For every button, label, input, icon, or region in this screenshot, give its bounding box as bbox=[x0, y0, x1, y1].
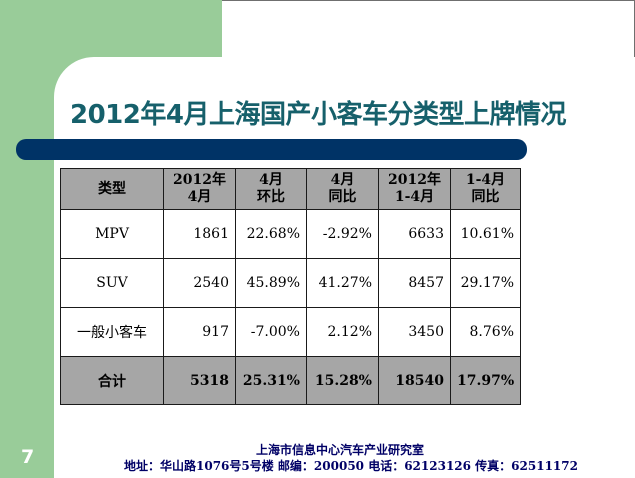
cell-yoy: 41.27% bbox=[306, 258, 379, 308]
table-header-row: 类型 2012年 4月 4月 环比 4月 同比 2012年 1-4月 1-4月 同比 bbox=[60, 168, 521, 210]
cell-mom: 22.68% bbox=[235, 209, 307, 259]
cell-type: MPV bbox=[60, 209, 164, 259]
header-april-yoy: 4月 同比 bbox=[306, 168, 379, 210]
table-row: SUV 2540 45.89% 41.27% 8457 29.17% bbox=[60, 258, 521, 308]
title-underline-bar bbox=[16, 139, 527, 160]
registration-table: 类型 2012年 4月 4月 环比 4月 同比 2012年 1-4月 1-4月 同比 MP… bbox=[60, 168, 521, 405]
table-row: MPV 1861 22.68% -2.92% 6633 10.61% bbox=[60, 209, 521, 259]
slide-title: 2012年4月上海国产小客车分类型上牌情况 bbox=[70, 100, 566, 130]
cell-total-ytd-yoy: 17.97% bbox=[450, 356, 521, 405]
cell-ytd: 8457 bbox=[378, 258, 451, 308]
footer-address: 地址：华山路1076号5号楼 邮编：200050 电话：62123126 传真：… bbox=[124, 459, 578, 473]
cell-total-mom: 25.31% bbox=[235, 356, 307, 405]
cell-april: 1861 bbox=[163, 209, 236, 259]
cell-yoy: 2.12% bbox=[306, 307, 379, 357]
cell-mom: 45.89% bbox=[235, 258, 307, 308]
cell-ytd-yoy: 10.61% bbox=[450, 209, 521, 259]
cell-april: 2540 bbox=[163, 258, 236, 308]
cell-type: 一般小客车 bbox=[60, 307, 164, 357]
table-total-row: 合计 5318 25.31% 15.28% 18540 17.97% bbox=[60, 356, 521, 405]
cell-ytd-yoy: 29.17% bbox=[450, 258, 521, 308]
cell-total-ytd: 18540 bbox=[378, 356, 451, 405]
footer-organization: 上海市信息中心汽车产业研究室 bbox=[256, 443, 425, 457]
cell-yoy: -2.92% bbox=[306, 209, 379, 259]
cell-ytd: 3450 bbox=[378, 307, 451, 357]
header-april-2012: 2012年 4月 bbox=[163, 168, 236, 210]
page-number: 7 bbox=[21, 446, 35, 468]
table-row: 一般小客车 917 -7.00% 2.12% 3450 8.76% bbox=[60, 307, 521, 357]
cell-ytd: 6633 bbox=[378, 209, 451, 259]
cell-type: SUV bbox=[60, 258, 164, 308]
header-jan-apr-yoy: 1-4月 同比 bbox=[450, 168, 521, 210]
cell-total-april: 5318 bbox=[163, 356, 236, 405]
cell-april: 917 bbox=[163, 307, 236, 357]
cell-total-label: 合计 bbox=[60, 356, 164, 405]
cell-mom: -7.00% bbox=[235, 307, 307, 357]
header-type: 类型 bbox=[60, 168, 164, 210]
cell-total-yoy: 15.28% bbox=[306, 356, 379, 405]
cell-ytd-yoy: 8.76% bbox=[450, 307, 521, 357]
header-jan-apr-2012: 2012年 1-4月 bbox=[378, 168, 451, 210]
header-april-mom: 4月 环比 bbox=[235, 168, 307, 210]
